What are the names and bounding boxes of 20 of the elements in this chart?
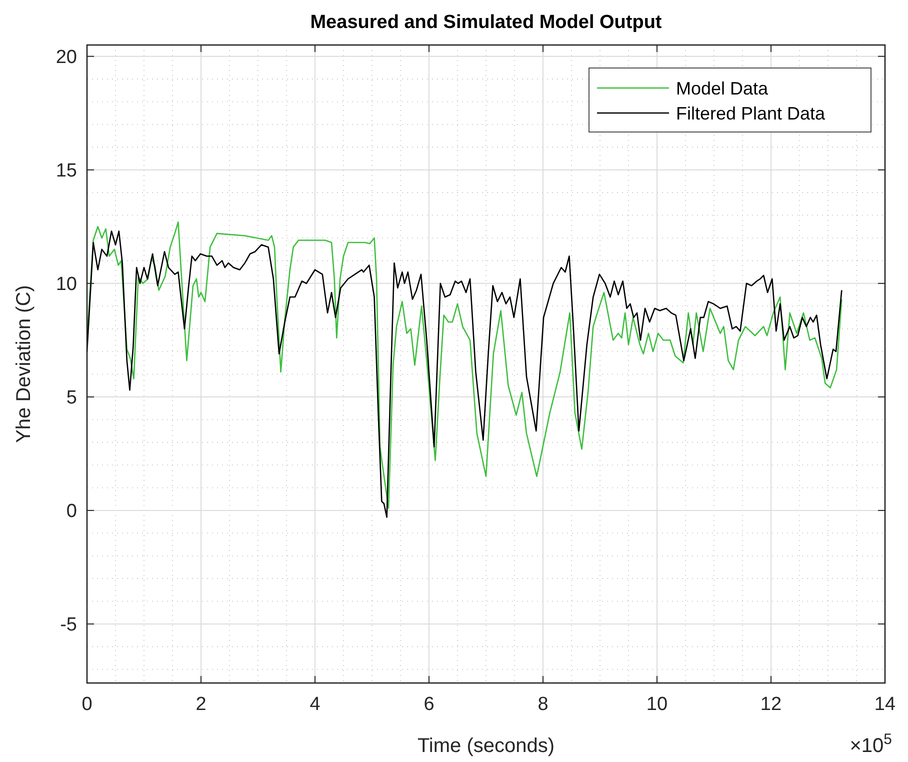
x-tick-label: 0 — [82, 694, 92, 715]
y-tick-label: 0 — [66, 501, 77, 522]
y-tick-label: 5 — [66, 388, 77, 409]
x-axis-title: Time (seconds) — [417, 735, 555, 757]
chart-title: Measured and Simulated Model Output — [310, 12, 662, 33]
y-tick-label: 15 — [56, 160, 77, 182]
y-tick-label: -5 — [60, 614, 77, 636]
legend-label: Filtered Plant Data — [676, 103, 826, 124]
y-axis-title: Yhe Deviation (C) — [13, 285, 35, 443]
x-tick-label: 14 — [874, 694, 896, 715]
y-tick-label: 20 — [56, 47, 77, 68]
x-tick-label: 4 — [310, 694, 321, 715]
text: ×10$^{5}$ — [850, 730, 892, 757]
x-tick-label: 2 — [196, 694, 206, 715]
x-tick-label: 6 — [424, 694, 434, 715]
x-tick-label: 8 — [538, 694, 548, 715]
x-tick-label: 12 — [760, 694, 782, 715]
y-tick-label: 10 — [56, 274, 77, 296]
legend-label: Model Data — [676, 78, 770, 98]
x-tick-label: 10 — [646, 694, 668, 715]
